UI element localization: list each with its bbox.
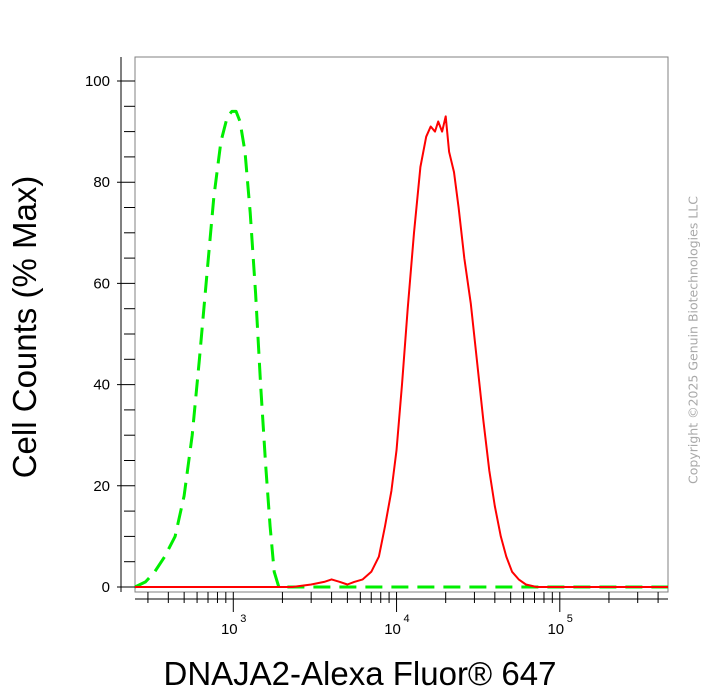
y-tick-label: 40 bbox=[93, 377, 110, 394]
y-tick-label: 20 bbox=[93, 478, 110, 495]
y-axis-label: Cell Counts (% Max) bbox=[6, 176, 43, 479]
x-tick-exponent: 4 bbox=[403, 613, 409, 625]
x-tick-label: 10 bbox=[384, 621, 401, 638]
y-axis: 0 20 40 60 80 100 bbox=[85, 57, 135, 596]
series-layer bbox=[134, 109, 668, 589]
y-tick-label: 100 bbox=[85, 73, 110, 90]
y-tick-label: 80 bbox=[93, 174, 110, 191]
series-line-1 bbox=[134, 109, 668, 589]
x-tick-label: 10 bbox=[221, 621, 238, 638]
x-tick-label: 10 bbox=[547, 621, 564, 638]
x-tick-exponent: 5 bbox=[567, 613, 573, 625]
copyright-watermark: Copyright ©2025 Genuin Biotechnologies L… bbox=[685, 196, 701, 484]
x-axis-label: DNAJA2-Alexa Fluor® 647 bbox=[164, 655, 557, 692]
x-tick-exponent: 3 bbox=[240, 613, 246, 625]
series-line-2 bbox=[135, 115, 668, 588]
y-tick-label: 0 bbox=[102, 579, 110, 596]
y-tick-label: 60 bbox=[93, 275, 110, 292]
plot-frame bbox=[134, 56, 669, 593]
